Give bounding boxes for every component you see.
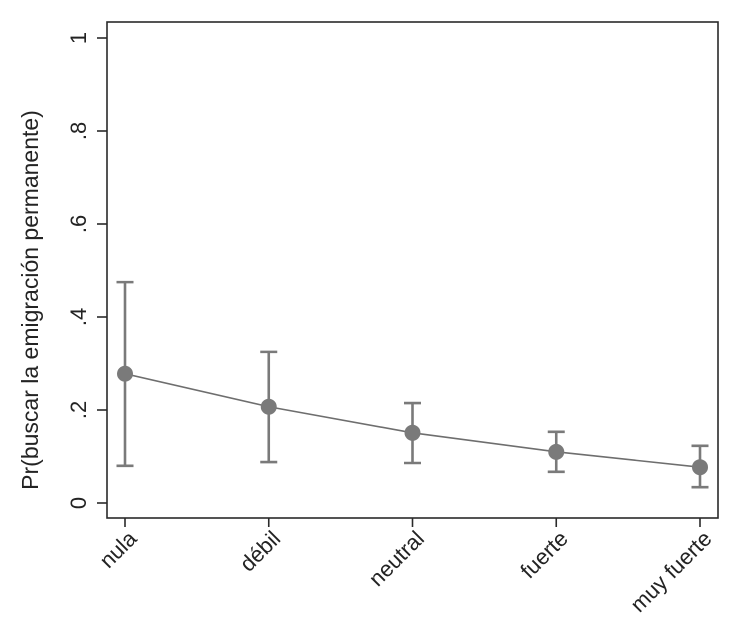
y-axis-tick-label: .2 (66, 401, 91, 419)
x-axis-tick-label: débil (235, 526, 286, 577)
y-axis-tick-label: 0 (66, 497, 91, 509)
y-axis-tick-label: .4 (66, 308, 91, 326)
x-axis-tick-label: neutral (364, 526, 429, 591)
y-axis-title: Pr(buscar la emigración permanente) (17, 110, 43, 490)
data-point-marker (692, 459, 708, 476)
y-axis-tick-label: .6 (66, 215, 91, 233)
y-axis-tick-label: .8 (66, 122, 91, 140)
data-point-marker (548, 443, 565, 460)
data-point-marker (117, 365, 133, 382)
x-axis-tick-label: muy fuerte (625, 526, 716, 617)
x-axis-tick-label: fuerte (515, 526, 572, 583)
data-point-marker (404, 424, 421, 441)
x-axis-tick-label: nula (94, 525, 142, 573)
data-point-marker (260, 398, 277, 415)
y-axis-tick-label: 1 (66, 32, 91, 44)
